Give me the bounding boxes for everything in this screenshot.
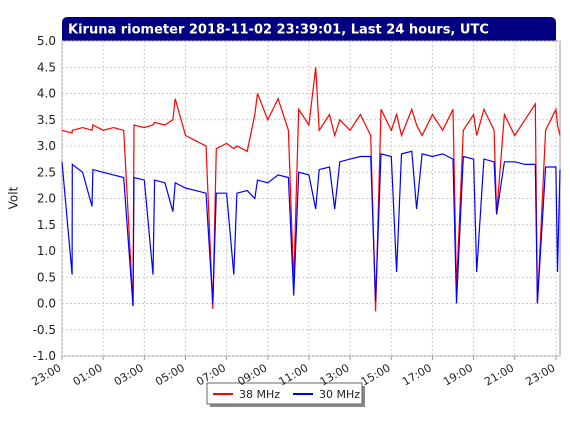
- legend-label: 30 MHz: [319, 388, 360, 401]
- y-tick-label: 2.0: [37, 192, 56, 206]
- data-line: [61, 150, 561, 307]
- chart-title: Kiruna riometer 2018-11-02 23:39:01, Las…: [68, 23, 489, 38]
- y-tick-label: 3.0: [37, 139, 56, 153]
- y-axis-label: Volt: [7, 186, 21, 209]
- y-tick-label: 5.0: [37, 34, 56, 48]
- y-tick-label: 4.0: [37, 87, 56, 101]
- x-tick-label: 17:00: [400, 361, 434, 388]
- x-tick-label: 23:00: [30, 361, 64, 388]
- x-tick-label: 15:00: [359, 361, 393, 388]
- y-tick-label: -0.5: [33, 323, 56, 337]
- y-tick-label: 3.5: [37, 113, 56, 127]
- x-tick-label: 03:00: [112, 361, 146, 388]
- legend-box: [206, 382, 363, 405]
- y-tick-label: -1.0: [33, 349, 56, 363]
- x-tick-label: 05:00: [153, 361, 187, 388]
- y-tick-label: 0.5: [37, 270, 56, 284]
- y-tick-label: 1.5: [37, 218, 56, 232]
- legend-label: 38 MHz: [239, 388, 280, 401]
- x-tick-label: 01:00: [71, 361, 105, 388]
- x-tick-label: 19:00: [441, 361, 475, 388]
- y-tick-label: 4.5: [37, 60, 56, 74]
- y-tick-label: 2.5: [37, 165, 56, 179]
- data-line: [61, 67, 561, 312]
- x-tick-label: 23:00: [523, 361, 557, 388]
- x-tick-label: 21:00: [482, 361, 516, 388]
- y-tick-label: 1.0: [37, 244, 56, 258]
- y-tick-label: 0.0: [37, 297, 56, 311]
- title-bar: [62, 17, 556, 41]
